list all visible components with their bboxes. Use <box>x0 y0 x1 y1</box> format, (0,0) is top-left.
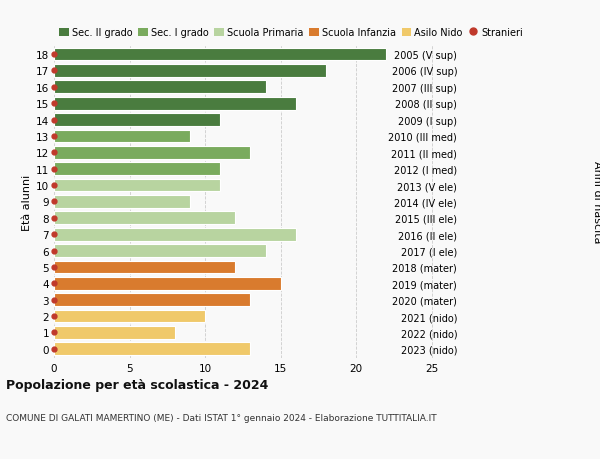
Bar <box>54 130 190 143</box>
Bar <box>54 179 220 192</box>
Legend: Sec. II grado, Sec. I grado, Scuola Primaria, Scuola Infanzia, Asilo Nido, Stran: Sec. II grado, Sec. I grado, Scuola Prim… <box>59 28 523 38</box>
Bar <box>54 228 296 241</box>
Text: COMUNE DI GALATI MAMERTINO (ME) - Dati ISTAT 1° gennaio 2024 - Elaborazione TUTT: COMUNE DI GALATI MAMERTINO (ME) - Dati I… <box>6 413 437 422</box>
Bar <box>54 114 220 127</box>
Bar <box>54 261 235 274</box>
Bar <box>54 343 250 355</box>
Bar <box>54 81 266 94</box>
Bar <box>54 310 205 323</box>
Bar <box>54 146 250 159</box>
Bar <box>54 98 296 110</box>
Text: Popolazione per età scolastica - 2024: Popolazione per età scolastica - 2024 <box>6 379 268 392</box>
Bar <box>54 326 175 339</box>
Bar <box>54 294 250 306</box>
Bar <box>54 65 326 78</box>
Bar <box>54 212 235 224</box>
Text: Anni di nascita: Anni di nascita <box>592 161 600 243</box>
Bar <box>54 49 386 61</box>
Bar <box>54 163 220 176</box>
Bar <box>54 196 190 208</box>
Y-axis label: Età alunni: Età alunni <box>22 174 32 230</box>
Bar <box>54 277 281 290</box>
Bar <box>54 245 266 257</box>
